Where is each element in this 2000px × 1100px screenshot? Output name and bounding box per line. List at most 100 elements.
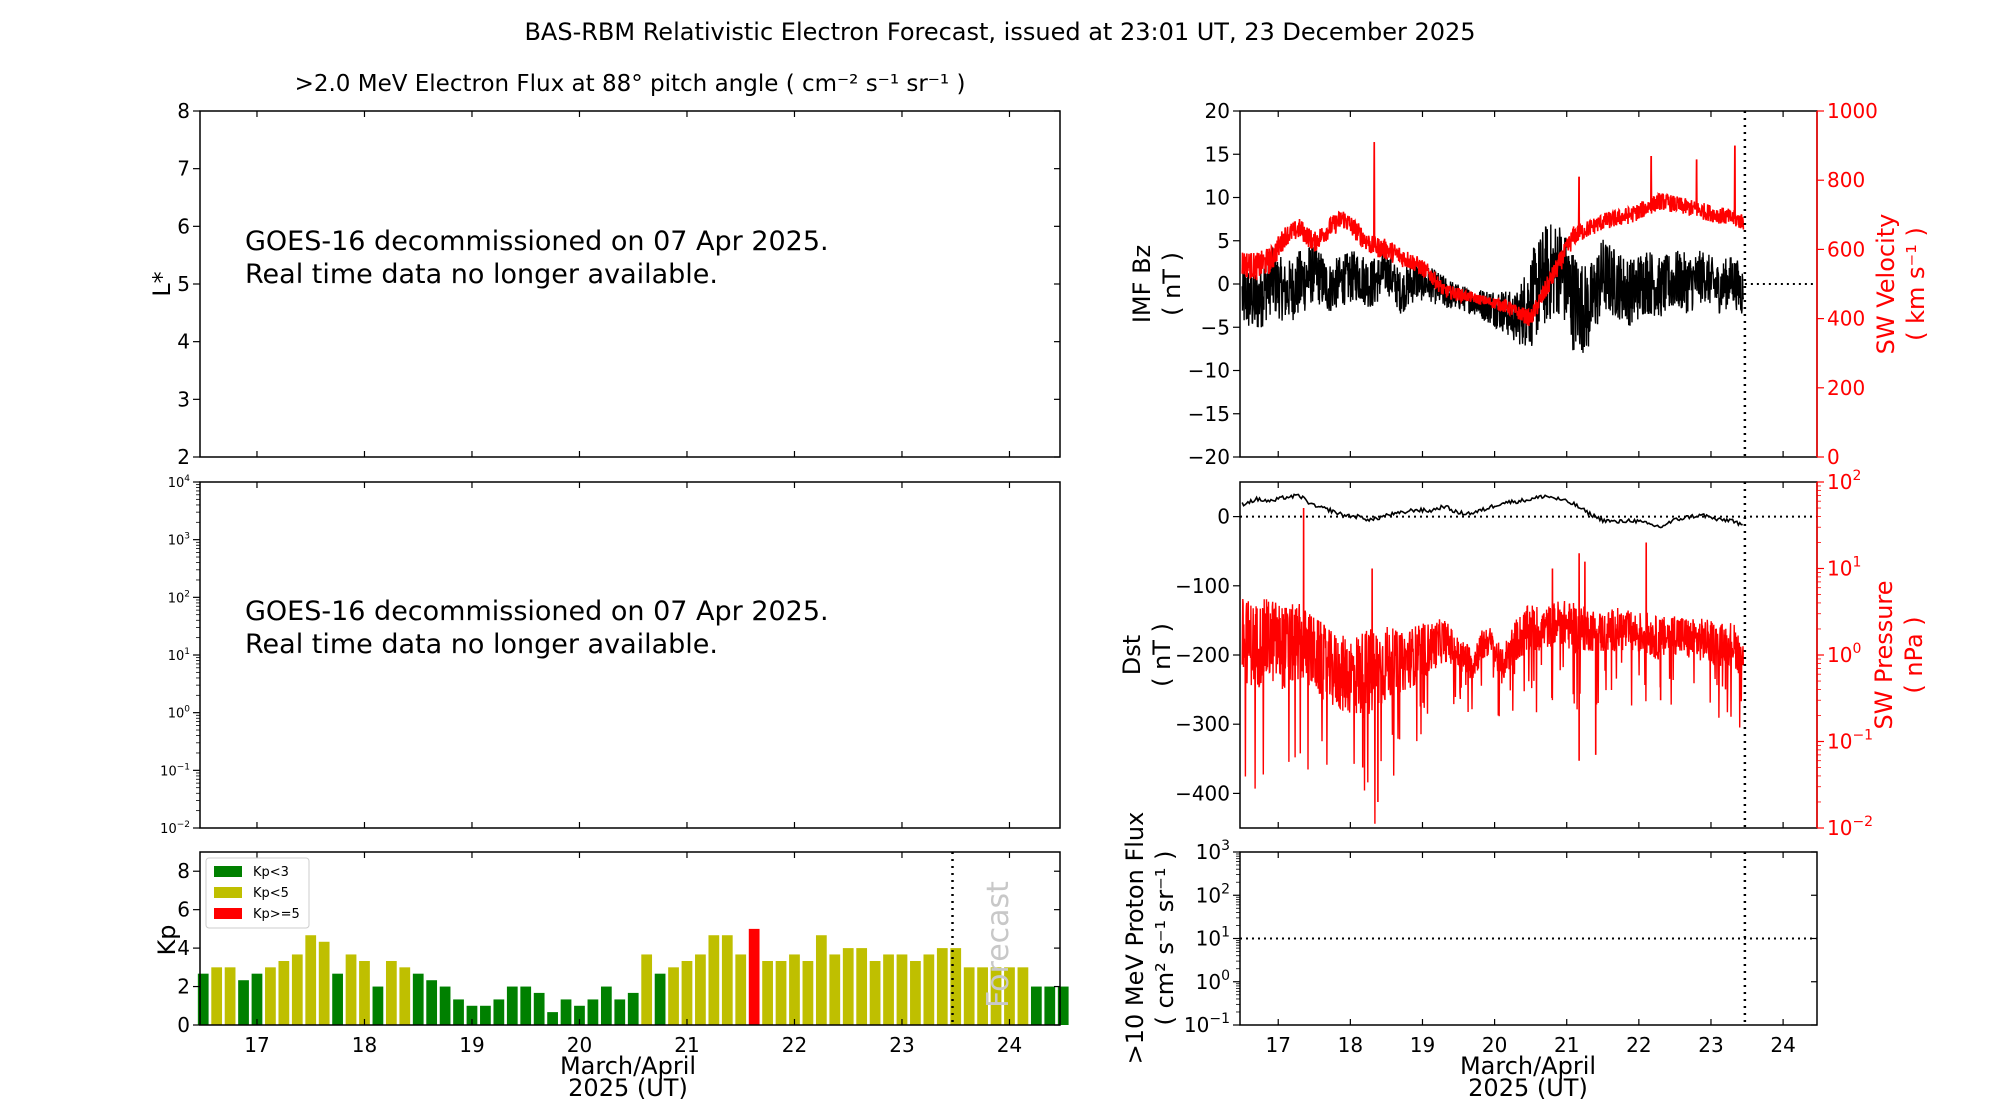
flux-message-line-2: Real time data no longer available. [245, 629, 718, 660]
kp-bar [614, 999, 626, 1025]
imf-series-layer [1241, 142, 1745, 353]
kp-xtick-label-22: 22 [782, 1033, 807, 1057]
proton-ytick-label-1: 100 [1196, 968, 1230, 994]
sw-pressure-series [1241, 598, 1744, 824]
kp-bar [224, 967, 236, 1025]
lstar-message-line-2: Real time data no longer available. [245, 259, 718, 290]
kp-bar [332, 973, 343, 1025]
kp-ytick-label-3: 6 [177, 898, 190, 922]
lstar-y-label: L* [148, 271, 176, 296]
lstar-ytick-label-3: 5 [177, 272, 190, 296]
kp-bar [869, 960, 881, 1025]
lstar-panel-title: >2.0 MeV Electron Flux at 88° pitch angl… [295, 71, 966, 97]
kp-bar [815, 935, 827, 1025]
kp-bar [641, 954, 653, 1025]
sw-velocity-y-axis: 0 200 400 600 800 1000 [1817, 99, 1878, 469]
imf-x-ticks [1277, 111, 1784, 457]
kp-bar [197, 973, 209, 1025]
kp-xtick-label-24: 24 [997, 1033, 1022, 1057]
lstar-message-line-1: GOES-16 decommissioned on 07 Apr 2025. [245, 226, 829, 257]
dst-ytick-label-4: 0 [1217, 505, 1230, 529]
kp-bar [372, 986, 384, 1025]
kp-bar [412, 973, 424, 1025]
kp-bar [668, 967, 679, 1025]
proton-ytick-label-3: 102 [1196, 881, 1230, 907]
figure-title: BAS-RBM Relativistic Electron Forecast, … [524, 18, 1475, 46]
kp-xtick-label-19: 19 [459, 1033, 484, 1057]
proton-ytick-label-4: 103 [1196, 838, 1230, 864]
kp-bar [829, 954, 841, 1025]
kp-xtick-label-18: 18 [352, 1033, 377, 1057]
imf-ytick-label-6: 10 [1205, 186, 1230, 210]
kp-bar [1044, 986, 1056, 1025]
kp-bar [587, 999, 599, 1025]
kp-xtick-label-23: 23 [889, 1033, 914, 1057]
kp-x-axis: 17 18 19 20 21 22 23 24 [244, 852, 1022, 1057]
proton-xtick-label-21: 21 [1554, 1033, 1579, 1057]
dst-x-ticks [1277, 482, 1784, 828]
kp-bar [426, 980, 438, 1025]
kp-bar [990, 967, 1002, 1025]
kp-xtick-label-20: 20 [567, 1033, 592, 1057]
kp-bar [1017, 967, 1029, 1025]
kp-bar [721, 935, 733, 1025]
kp-legend-swatch-yellow [214, 887, 242, 898]
kp-bars [197, 928, 1069, 1025]
sw-pressure-ytick-label-0: 10−2 [1827, 814, 1873, 840]
flux-message-line-1: GOES-16 decommissioned on 07 Apr 2025. [245, 596, 829, 627]
dst-series-layer [1241, 493, 1744, 824]
kp-xtick-label-17: 17 [244, 1033, 269, 1057]
kp-bar [574, 1005, 585, 1025]
kp-bar [950, 948, 962, 1025]
kp-bar [708, 935, 720, 1025]
proton-ytick-label-2: 101 [1196, 925, 1230, 951]
kp-bar [305, 935, 317, 1025]
imf-ytick-label-8: 20 [1205, 99, 1230, 123]
imf-ytick-label-5: 5 [1217, 229, 1230, 253]
kp-bar [547, 1012, 558, 1025]
kp-ytick-label-1: 2 [177, 975, 190, 999]
kp-bar [439, 986, 451, 1025]
proton-xtick-label-20: 20 [1482, 1033, 1507, 1057]
kp-bar [695, 954, 706, 1025]
kp-bar [883, 954, 894, 1025]
proton-xtick-label-18: 18 [1338, 1033, 1363, 1057]
sw-velocity-ytick-label-2: 400 [1827, 307, 1865, 331]
kp-bar [762, 960, 773, 1025]
kp-bar [251, 973, 263, 1025]
dst-ytick-label-1: −300 [1175, 712, 1230, 736]
kp-bar [936, 948, 948, 1025]
kp-bar [278, 960, 290, 1025]
dst-ytick-label-3: −100 [1175, 574, 1230, 598]
dst-series [1241, 493, 1743, 529]
imf-bz-series [1241, 224, 1744, 353]
kp-bar [923, 954, 935, 1025]
kp-legend-label-kp-lt-5: Kp<5 [253, 886, 289, 901]
kp-bar [802, 960, 814, 1025]
kp-legend-label-kp-lt-3: Kp<3 [253, 865, 289, 880]
kp-legend-swatch-green [214, 866, 242, 877]
proton-ytick-label-0: 10−1 [1184, 1011, 1230, 1037]
imf-ytick-label-7: 15 [1205, 142, 1230, 166]
kp-bar [910, 960, 921, 1025]
sw-velocity-y-label-line-1: SW Velocity [1872, 214, 1900, 355]
dst-ytick-label-0: −400 [1175, 781, 1230, 805]
lstar-ytick-label-1: 3 [177, 387, 190, 411]
proton-xtick-label-19: 19 [1410, 1033, 1435, 1057]
kp-bar [238, 980, 249, 1025]
flux-y-axis: 10−2 10−1 100 101 102 103 104 [160, 474, 200, 837]
sw-pressure-y-label-line-2: ( nPa ) [1900, 616, 1928, 693]
lstar-panel: >2.0 MeV Electron Flux at 88° pitch angl… [148, 71, 1061, 469]
imf-ytick-label-1: −15 [1188, 402, 1230, 426]
imf-ytick-label-2: −10 [1188, 359, 1230, 383]
flux-ytick-label-6: 104 [168, 474, 191, 491]
imf-sw-panel: −20 −15 −10 −5 0 5 10 15 20 0 200 400 600 800 1000 IM… [1128, 99, 1930, 469]
kp-bar [520, 986, 532, 1025]
sw-velocity-ytick-label-3: 600 [1827, 237, 1865, 261]
flux-ytick-label-4: 102 [168, 589, 190, 606]
kp-bar [493, 999, 505, 1025]
kp-legend: Kp<3 Kp<5 Kp>=5 [205, 857, 310, 929]
